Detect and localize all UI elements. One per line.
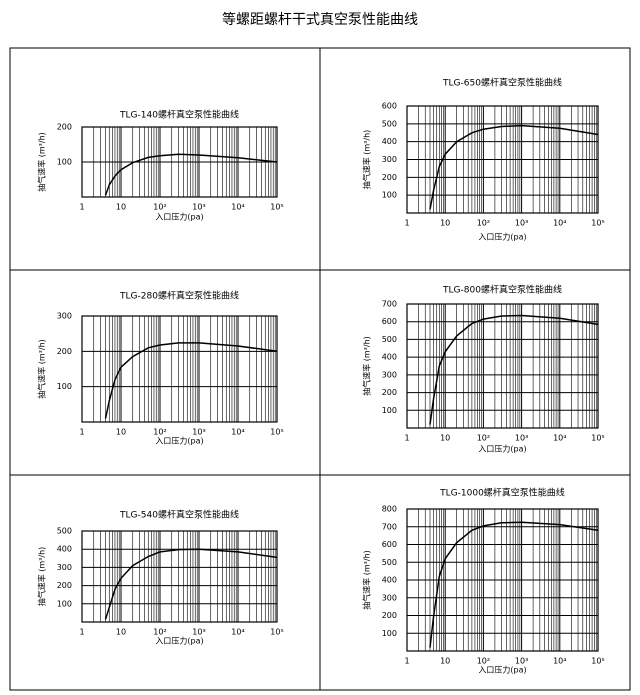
y-axis-label: 抽气速率 (m³/h) (362, 550, 372, 610)
y-tick-label: 300 (382, 370, 397, 379)
x-tick-label: 1 (79, 628, 84, 637)
y-axis-label: 抽气速率 (m³/h) (37, 547, 47, 607)
x-tick-label: 1 (404, 434, 409, 443)
x-tick-label: 1 (404, 657, 409, 666)
x-tick-label: 10² (477, 434, 490, 443)
x-tick-label: 10⁴ (231, 628, 244, 637)
x-tick-label: 1 (79, 203, 84, 212)
chart-title: TLG-1000螺杆真空泵性能曲线 (439, 487, 565, 499)
x-tick-label: 10² (153, 628, 166, 637)
series-line (429, 314, 599, 425)
y-axis-label: 抽气速率 (m³/h) (37, 339, 47, 399)
x-axis-label: 入口压力(pa) (478, 232, 526, 242)
plot-frame (406, 105, 599, 214)
y-tick-label: 500 (382, 335, 397, 344)
y-tick-label: 500 (382, 558, 397, 567)
x-tick-label: 10⁵ (591, 657, 604, 666)
y-tick-label: 300 (57, 312, 72, 321)
plot-frame (81, 530, 278, 623)
page-title: 等螺距螺杆干式真空泵性能曲线 (222, 11, 418, 28)
y-tick-label: 200 (382, 388, 397, 397)
chart-title: TLG-280螺杆真空泵性能曲线 (119, 290, 239, 302)
x-tick-label: 10⁴ (231, 428, 244, 437)
y-axis-label: 抽气速率 (m³/h) (362, 336, 372, 396)
y-tick-label: 600 (382, 317, 397, 326)
x-axis-label: 入口压力(pa) (155, 636, 203, 646)
plot-frame (406, 303, 599, 429)
y-tick-label: 400 (382, 353, 397, 362)
y-tick-label: 600 (382, 102, 397, 111)
x-tick-label: 10⁴ (553, 434, 566, 443)
y-tick-label: 300 (57, 563, 72, 572)
x-tick-label: 10⁵ (591, 434, 604, 443)
y-tick-label: 700 (382, 522, 397, 531)
y-tick-label: 300 (382, 593, 397, 602)
x-tick-label: 10⁵ (270, 628, 283, 637)
x-tick-label: 10³ (515, 657, 528, 666)
x-tick-label: 1 (79, 428, 84, 437)
x-tick-label: 10⁴ (553, 219, 566, 228)
y-tick-label: 400 (57, 545, 72, 554)
y-tick-label: 100 (57, 382, 72, 391)
x-tick-label: 10 (116, 203, 126, 212)
y-tick-label: 100 (382, 406, 397, 415)
x-tick-label: 10⁵ (270, 428, 283, 437)
y-tick-label: 500 (57, 527, 72, 536)
x-tick-label: 10² (477, 657, 490, 666)
plot-frame (81, 315, 278, 423)
x-axis-label: 入口压力(pa) (155, 212, 203, 222)
x-tick-label: 10 (116, 428, 126, 437)
y-tick-label: 100 (57, 158, 72, 167)
series-line (104, 342, 278, 419)
x-tick-label: 10⁴ (231, 203, 244, 212)
chart-title: TLG-650螺杆真空泵性能曲线 (442, 77, 562, 89)
x-tick-label: 10³ (515, 219, 528, 228)
y-axis-label: 抽气速率 (m³/h) (362, 130, 372, 190)
x-tick-label: 10³ (192, 628, 205, 637)
y-tick-label: 400 (382, 576, 397, 585)
series-line (104, 153, 278, 196)
x-tick-label: 10³ (192, 428, 205, 437)
chart-title: TLG-540螺杆真空泵性能曲线 (119, 509, 239, 521)
x-tick-label: 10⁴ (553, 657, 566, 666)
y-tick-label: 200 (382, 173, 397, 182)
x-tick-label: 10 (440, 434, 450, 443)
x-tick-label: 10³ (515, 434, 528, 443)
y-tick-label: 200 (57, 347, 72, 356)
y-tick-label: 600 (382, 540, 397, 549)
y-tick-label: 300 (382, 155, 397, 164)
y-tick-label: 100 (382, 629, 397, 638)
x-tick-label: 10 (440, 219, 450, 228)
y-tick-label: 200 (382, 611, 397, 620)
x-tick-label: 10 (440, 657, 450, 666)
series-line (429, 124, 599, 210)
y-tick-label: 200 (57, 581, 72, 590)
x-axis-label: 入口压力(pa) (478, 444, 526, 454)
plot-frame (406, 508, 599, 652)
x-tick-label: 10² (477, 219, 490, 228)
y-tick-label: 100 (382, 191, 397, 200)
x-tick-label: 10² (153, 203, 166, 212)
chart-title: TLG-140螺杆真空泵性能曲线 (119, 109, 239, 121)
y-tick-label: 800 (382, 505, 397, 514)
chart-title: TLG-800螺杆真空泵性能曲线 (442, 284, 562, 296)
y-tick-label: 700 (382, 300, 397, 309)
x-tick-label: 10⁵ (591, 219, 604, 228)
y-tick-label: 400 (382, 137, 397, 146)
x-tick-label: 10³ (192, 203, 205, 212)
y-tick-label: 500 (382, 119, 397, 128)
x-axis-label: 入口压力(pa) (155, 436, 203, 446)
y-axis-label: 抽气速率 (m³/h) (37, 132, 47, 192)
series-line (429, 521, 599, 648)
series-line (104, 548, 278, 620)
y-tick-label: 200 (57, 123, 72, 132)
x-axis-label: 入口压力(pa) (478, 665, 526, 675)
x-tick-label: 1 (404, 219, 409, 228)
x-tick-label: 10 (116, 628, 126, 637)
y-tick-label: 100 (57, 599, 72, 608)
x-tick-label: 10⁵ (270, 203, 283, 212)
x-tick-label: 10² (153, 428, 166, 437)
